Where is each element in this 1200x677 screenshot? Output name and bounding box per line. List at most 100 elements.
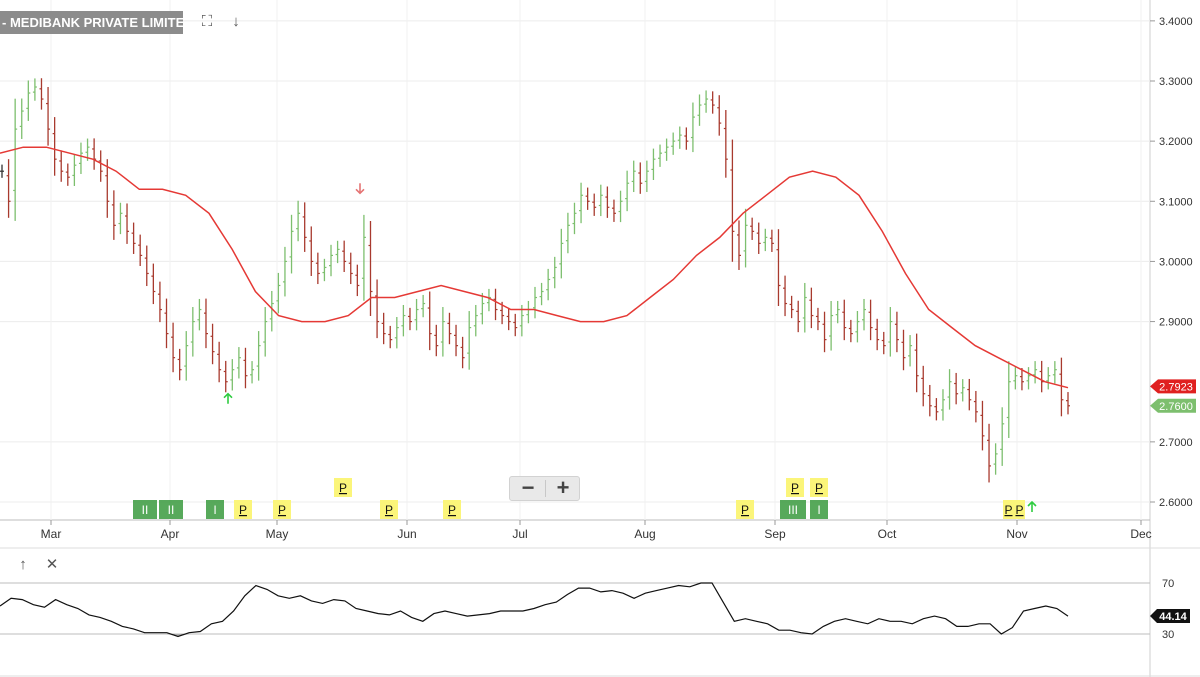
p-marker: P xyxy=(810,478,828,497)
marker-label: P xyxy=(278,503,286,517)
ohlc-bar xyxy=(401,304,406,337)
expand-icon[interactable]: ⛶ xyxy=(201,13,213,30)
marker-box xyxy=(273,500,291,519)
x-tick-label: Jul xyxy=(512,527,527,541)
insider-marker: II xyxy=(159,500,183,519)
oscillator-tick-label: 30 xyxy=(1162,629,1174,641)
ohlc-bar xyxy=(921,365,926,407)
ohlc-bar xyxy=(138,234,143,266)
marker-label: II xyxy=(142,503,149,517)
ohlc-bar xyxy=(1006,361,1011,439)
ohlc-bar xyxy=(190,307,195,357)
p-marker: P xyxy=(334,478,352,497)
insider-marker: I xyxy=(810,500,828,519)
ohlc-bar xyxy=(19,98,24,139)
ohlc-bar xyxy=(539,282,544,306)
marker-box xyxy=(780,500,806,519)
ohlc-bar xyxy=(1019,368,1024,391)
x-tick-label: Sep xyxy=(764,527,786,541)
p-marker: P xyxy=(443,500,461,519)
marker-box xyxy=(736,500,754,519)
ohlc-bar xyxy=(756,222,761,254)
ohlc-bar xyxy=(361,214,366,301)
y-tick-label: 2.7000 xyxy=(1159,437,1193,449)
arrow-head xyxy=(355,188,365,195)
ohlc-bar xyxy=(197,298,202,331)
ohlc-bar xyxy=(92,138,97,170)
close-icon[interactable]: ✕ xyxy=(45,556,59,573)
ohlc-bar xyxy=(1013,367,1018,390)
marker-box xyxy=(206,500,224,519)
ohlc-bar xyxy=(579,182,584,224)
zoom-controls: − + xyxy=(509,476,580,501)
ohlc-bar xyxy=(26,80,31,121)
instrument-title: - MEDIBANK PRIVATE LIMITED xyxy=(0,11,183,34)
x-tick-label: May xyxy=(266,527,289,541)
ohlc-bar xyxy=(282,246,287,297)
marker-box xyxy=(380,500,398,519)
ma-value-tag: 2.7923 xyxy=(1150,379,1196,394)
marker-label: P xyxy=(239,503,247,517)
ohlc-bar xyxy=(690,102,695,153)
y-tick-label: 2.9000 xyxy=(1159,317,1193,329)
ohlc-bar xyxy=(230,359,235,391)
ohlc-bar xyxy=(210,323,215,365)
ohlc-bar xyxy=(256,331,261,381)
ohlc-bar xyxy=(710,91,715,114)
y-tick-label: 3.2000 xyxy=(1159,136,1193,148)
ohlc-bar xyxy=(276,272,281,314)
ohlc-bar xyxy=(723,109,728,178)
ohlc-bar xyxy=(1033,361,1038,384)
zoom-in-button[interactable]: + xyxy=(556,475,570,500)
ohlc-bar xyxy=(960,379,965,402)
x-tick-label: Dec xyxy=(1130,527,1151,541)
insider-marker: III xyxy=(780,500,806,519)
ohlc-bar xyxy=(947,369,952,410)
arrow-down-icon[interactable]: ↓ xyxy=(232,13,240,30)
ohlc-bar xyxy=(388,325,393,349)
arrow-up-icon[interactable]: ↑ xyxy=(19,556,27,573)
ohlc-bar xyxy=(815,307,820,331)
ohlc-bar xyxy=(631,160,636,193)
ohlc-bar xyxy=(296,200,301,242)
ohlc-bar xyxy=(789,295,794,319)
ohlc-bar xyxy=(381,312,386,345)
ohlc-bar xyxy=(625,170,630,212)
marker-label: I xyxy=(213,503,216,517)
zoom-out-button[interactable]: − xyxy=(521,475,535,500)
ohlc-bar xyxy=(769,229,774,252)
ohlc-bar xyxy=(901,329,906,371)
x-tick-label: Mar xyxy=(41,527,62,541)
marker-label: P xyxy=(741,503,749,517)
ohlc-bar xyxy=(269,290,274,332)
last-price-tag: 2.7600 xyxy=(1150,398,1196,413)
ohlc-bar xyxy=(157,281,162,323)
p-marker: P xyxy=(380,500,398,519)
marker-box xyxy=(234,500,252,519)
marker-label: II xyxy=(168,503,175,517)
moving-average-line xyxy=(0,146,1069,389)
ohlc-bar xyxy=(987,423,992,483)
marker-label: P xyxy=(448,503,456,517)
ohlc-bar xyxy=(908,335,913,367)
ohlc-bar xyxy=(72,154,77,187)
buy-signal-arrow xyxy=(1027,500,1037,512)
x-tick-label: Apr xyxy=(161,527,180,541)
marker-box xyxy=(443,500,461,519)
ohlc-bar xyxy=(105,159,110,218)
ohlc-bar xyxy=(171,322,176,373)
ohlc-bar xyxy=(144,245,149,287)
ohlc-bar xyxy=(881,331,886,355)
ohlc-bar xyxy=(125,203,130,244)
ohlc-bar xyxy=(78,142,83,174)
ohlc-bar xyxy=(829,301,834,351)
ohlc-bar xyxy=(46,87,51,146)
ohlc-bar xyxy=(434,324,439,357)
ohlc-bar xyxy=(39,78,44,110)
ohlc-bar xyxy=(335,240,340,264)
arrow-head xyxy=(223,392,233,399)
ohlc-bar xyxy=(980,400,985,451)
ohlc-bar xyxy=(309,226,314,276)
ohlc-bar xyxy=(927,384,932,417)
